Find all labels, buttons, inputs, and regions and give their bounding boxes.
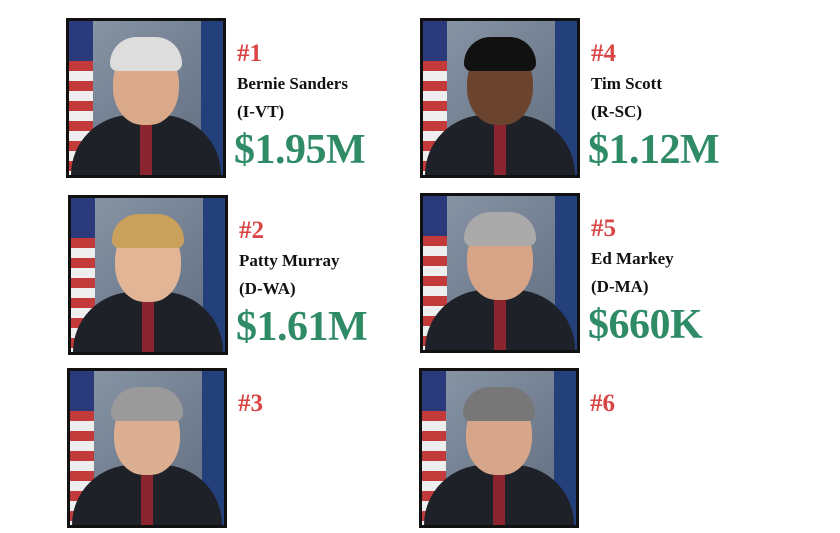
senator-card: #6 <box>419 368 759 533</box>
tie <box>494 300 506 350</box>
amount: $660K <box>588 302 703 348</box>
hair <box>464 37 536 71</box>
amount: $1.95M <box>234 127 366 173</box>
senator-name: Ed Markey <box>591 249 674 268</box>
senator-name: Tim Scott <box>591 74 662 93</box>
senator-party: (I-VT) <box>237 102 285 121</box>
hair <box>110 37 182 71</box>
tie <box>140 125 152 175</box>
rank: #2 <box>239 217 264 244</box>
senator-name: Patty Murray <box>239 251 340 270</box>
rank: #3 <box>238 390 263 417</box>
senator-photo <box>419 368 579 528</box>
senator-photo <box>420 193 580 353</box>
hair <box>464 212 536 246</box>
hair <box>112 214 184 248</box>
amount: $1.61M <box>236 304 368 350</box>
rank: #1 <box>237 40 262 67</box>
senator-photo <box>67 368 227 528</box>
senator-photo <box>66 18 226 178</box>
hair <box>463 387 535 421</box>
rank: #6 <box>590 390 615 417</box>
senator-photo <box>68 195 228 355</box>
hair <box>111 387 183 421</box>
senator-name: Bernie Sanders <box>237 74 348 93</box>
senator-card: #1 Bernie Sanders (I-VT) $1.95M <box>66 18 406 183</box>
tie <box>142 302 154 352</box>
senator-party: (R-SC) <box>591 102 642 121</box>
tie <box>493 475 505 525</box>
senator-card: #5 Ed Markey (D-MA) $660K <box>420 193 760 358</box>
senator-photo <box>420 18 580 178</box>
senator-party: (D-WA) <box>239 279 296 298</box>
rank: #5 <box>591 215 616 242</box>
senator-card: #3 <box>67 368 407 533</box>
tie <box>141 475 153 525</box>
senator-party: (D-MA) <box>591 277 649 296</box>
tie <box>494 125 506 175</box>
amount: $1.12M <box>588 127 720 173</box>
senator-card: #2 Patty Murray (D-WA) $1.61M <box>68 195 408 360</box>
senator-card: #4 Tim Scott (R-SC) $1.12M <box>420 18 760 183</box>
rank: #4 <box>591 40 616 67</box>
